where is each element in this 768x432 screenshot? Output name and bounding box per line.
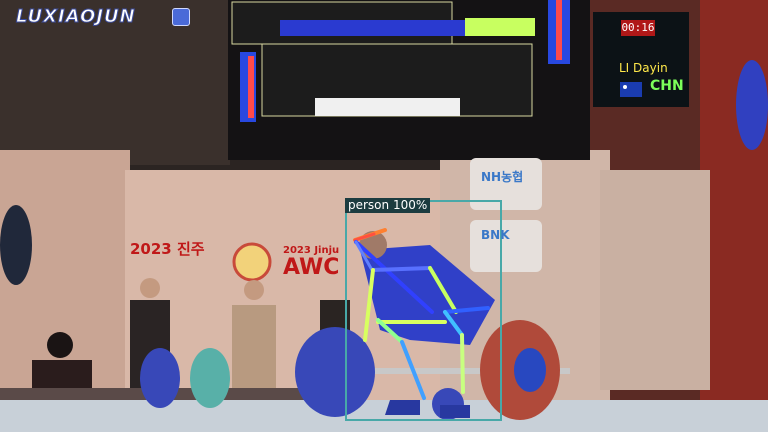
bnk-sponsor-board [470, 220, 542, 272]
stage-floor [0, 400, 768, 432]
china-flag-icon [620, 82, 642, 97]
scoreboard-timer: 00:16 [621, 20, 655, 36]
athlete-country: CHN [650, 78, 684, 94]
awc-title: AWC [283, 255, 340, 280]
watermark-badge-icon [172, 8, 190, 26]
nh-sponsor-board [470, 158, 542, 210]
awc-logo [232, 242, 272, 282]
left-blue-plate [295, 327, 375, 417]
detection-label: person 100% [345, 198, 431, 213]
nh-sponsor-text: NH농협 [481, 170, 524, 184]
barbell-bar [300, 368, 570, 374]
awc-subtitle: 2023 Jinju [283, 245, 340, 256]
person-detection-box [345, 200, 502, 421]
pose-skeleton [353, 228, 490, 400]
watermark-text: LUXIAOJUN [16, 6, 136, 28]
bnk-sponsor-text: BNK [481, 228, 510, 242]
event-banner-text: 2023 진주 [130, 240, 205, 258]
background-plate [736, 60, 768, 150]
athlete-name: LI Dayin [619, 61, 668, 75]
